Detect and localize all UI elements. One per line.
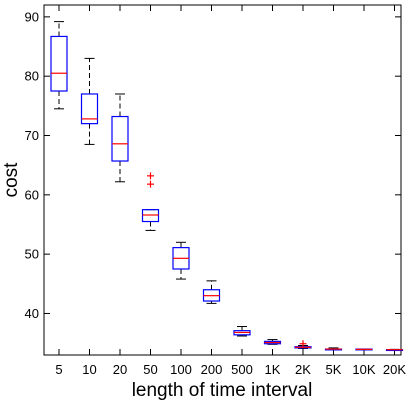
box-group [202, 280, 221, 304]
box-group [355, 348, 373, 351]
x-axis: 5 10 20 50 100 200 500 1K 2K 5K 10K 20K [55, 5, 406, 377]
y-tick-label: 60 [25, 187, 39, 202]
x-tick-label: 50 [143, 362, 157, 377]
box-group [294, 340, 312, 349]
box-iqr [80, 93, 99, 125]
box-group [111, 93, 129, 183]
x-tick-label: 10 [82, 362, 96, 377]
x-tick-label: 20 [113, 362, 127, 377]
box-group [80, 57, 99, 145]
y-tick-label: 80 [25, 69, 39, 84]
box-iqr [111, 115, 129, 162]
x-tick-label: 5 [55, 362, 62, 377]
box-group [172, 241, 190, 280]
outlier-marker [147, 172, 154, 180]
box-group [141, 172, 160, 231]
box-group [324, 347, 343, 351]
box-iqr [50, 35, 68, 92]
y-axis: 40 50 60 70 80 90 [25, 9, 401, 321]
x-tick-label: 5K [326, 362, 342, 377]
y-tick-label: 40 [25, 306, 39, 321]
y-tick-label: 90 [25, 9, 39, 24]
x-tick-label: 20K [383, 362, 406, 377]
x-tick-label: 500 [231, 362, 253, 377]
outlier-marker [299, 340, 307, 348]
plot-frame [43, 4, 402, 356]
y-tick-label: 70 [25, 128, 39, 143]
box-group [233, 326, 251, 337]
x-tick-label: 200 [201, 362, 223, 377]
y-tick-label: 50 [25, 247, 39, 262]
x-axis-title: length of time interval [132, 380, 313, 401]
box-group [385, 348, 404, 352]
x-tick-label: 2K [295, 362, 311, 377]
x-tick-label: 10K [352, 362, 375, 377]
box-series [50, 21, 404, 352]
box-group [263, 339, 282, 345]
outlier-marker [147, 180, 154, 188]
x-tick-label: 1K [265, 362, 281, 377]
box-group [50, 21, 68, 110]
y-axis-title: cost [1, 162, 22, 198]
x-tick-label: 100 [170, 362, 192, 377]
